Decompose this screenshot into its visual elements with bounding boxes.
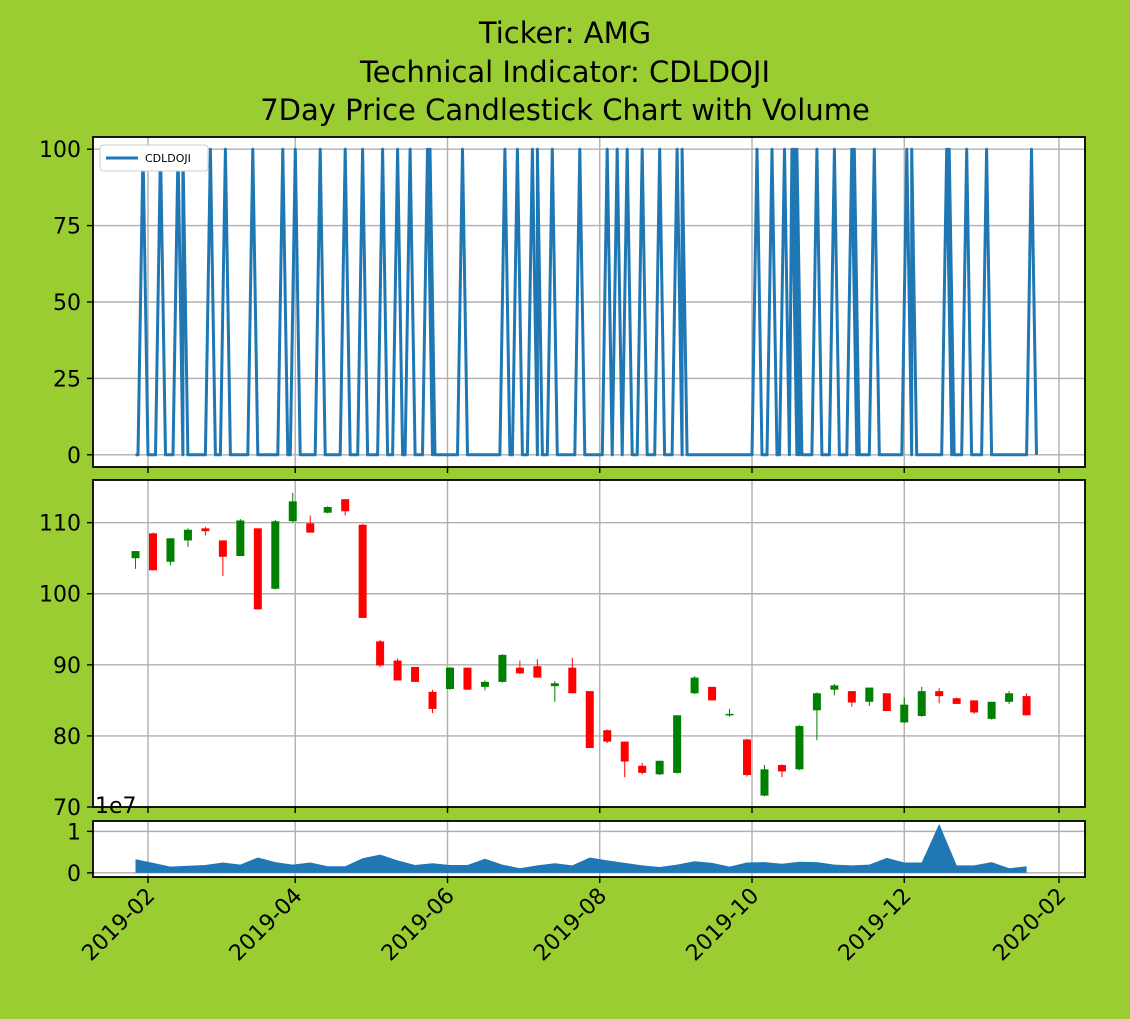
volume-frame	[92, 820, 1086, 878]
x-tick-label-2019-02: 2019-02	[78, 884, 161, 967]
candle-ytick-label-4: 110	[39, 512, 81, 537]
x-tick-label-2019-10: 2019-10	[682, 884, 765, 967]
candle-body-down	[970, 700, 979, 713]
candle-body-down	[1022, 696, 1031, 716]
candle-body-down	[568, 667, 577, 694]
candle-body-up	[288, 501, 297, 522]
candle-body-down	[952, 698, 961, 704]
candle-frame	[92, 479, 1086, 808]
candle-body-up	[987, 701, 996, 719]
candle-body-down	[777, 765, 786, 772]
candle-body-down	[620, 741, 629, 762]
volume-ytick-label-1: 1	[67, 820, 81, 845]
chart-title-line-2: Technical Indicator: CDLDOJI	[359, 55, 770, 89]
candle-body-up	[236, 520, 245, 557]
candle-body-down	[743, 739, 752, 776]
candle-body-down	[463, 667, 472, 690]
indicator-frame	[92, 136, 1086, 468]
chart-title-line-1: Ticker: AMG	[478, 16, 652, 50]
x-tick-label-2019-06: 2019-06	[377, 884, 460, 967]
candle-body-down	[218, 540, 227, 557]
chart-title-line-3: 7Day Price Candlestick Chart with Volume	[260, 93, 870, 127]
x-tick-label-2020-02: 2020-02	[989, 884, 1072, 967]
candle-body-down	[935, 691, 944, 697]
volume-panel: 0 1 1e7	[67, 794, 1086, 887]
x-tick-label-2019-04: 2019-04	[225, 884, 308, 967]
candle-body-up	[498, 654, 507, 682]
indicator-ytick-label-0: 0	[67, 444, 81, 469]
candle-body-up	[131, 551, 140, 559]
volume-ytick-label-0: 0	[67, 862, 81, 887]
date-axis: 2019-02 2019-04 2019-06 2019-08 2019-10 2019-…	[78, 884, 1072, 967]
candle-body-up	[655, 760, 664, 775]
candle-body-up	[760, 769, 769, 796]
candle-ytick-label-0: 70	[53, 796, 81, 821]
candle-body-down	[201, 528, 210, 532]
candle-body-down	[306, 523, 315, 533]
candle-body-down	[847, 691, 856, 703]
candle-body-down	[638, 765, 647, 773]
candle-body-up	[183, 529, 192, 541]
candle-body-up	[690, 677, 699, 694]
candle-body-down	[253, 528, 262, 610]
indicator-ytick-label-2: 50	[53, 291, 81, 316]
candle-body-up	[166, 538, 175, 562]
candle-body-up	[1005, 693, 1014, 702]
candle-body-up	[900, 704, 909, 723]
candle-body-up	[271, 521, 280, 589]
volume-area	[135, 823, 1027, 873]
indicator-panel: 0 25 50 75 100 CDLDOJI	[39, 136, 1086, 473]
indicator-ytick-label-3: 75	[53, 215, 81, 240]
cdldoji-series-line	[135, 147, 1038, 457]
candle-body-down	[585, 691, 594, 748]
candle-body-down	[515, 667, 524, 674]
volume-offset-label: 1e7	[95, 794, 137, 819]
candle-ytick-label-3: 100	[39, 583, 81, 608]
candle-body-up	[795, 725, 804, 770]
x-tick-label-2019-08: 2019-08	[529, 884, 612, 967]
x-tick-label-2019-12: 2019-12	[834, 884, 917, 967]
candle-body-down	[376, 641, 385, 666]
indicator-ytick-label-4: 100	[39, 138, 81, 163]
candle-body-up	[550, 683, 559, 687]
indicator-ytick-label-1: 25	[53, 367, 81, 392]
candle-body-down	[411, 666, 420, 682]
candle-body-down	[603, 730, 612, 742]
candle-body-up	[673, 715, 682, 773]
candlestick-panel: 70 80 90 100 110	[39, 479, 1086, 821]
candle-ytick-label-1: 80	[53, 725, 81, 750]
candle-body-down	[148, 533, 157, 571]
candle-body-down	[708, 686, 717, 701]
candle-body-down	[428, 691, 437, 709]
legend-label: CDLDOJI	[145, 152, 191, 165]
candle-body-down	[341, 499, 350, 512]
candle-body-up	[917, 691, 926, 717]
candle-body-up	[323, 507, 332, 513]
candle-body-up	[865, 687, 874, 702]
candle-body-down	[393, 660, 402, 681]
candle-ytick-label-2: 90	[53, 654, 81, 679]
legend-box	[99, 144, 209, 172]
candle-body-up	[446, 667, 455, 689]
candle-body-up	[812, 693, 821, 711]
candle-body-down	[358, 524, 367, 618]
candle-body-up	[725, 713, 734, 716]
candle-body-up	[830, 685, 839, 690]
candle-body-up	[480, 681, 489, 687]
candle-body-down	[882, 693, 891, 712]
candle-body-down	[533, 666, 542, 678]
